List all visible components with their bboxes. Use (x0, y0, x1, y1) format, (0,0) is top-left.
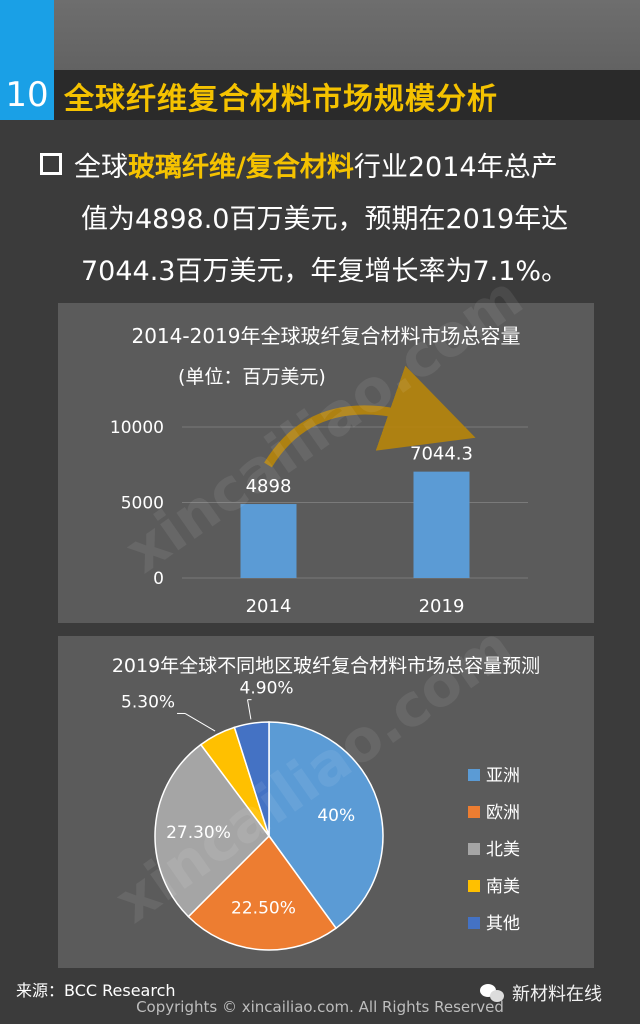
bar-category-label: 2014 (246, 596, 292, 617)
bar-data-label: 4898 (246, 476, 292, 497)
intro-line-3: 7044.3百万美元，年复增长率为7.1%。 (81, 256, 569, 287)
copyright-text: Copyrights © xincailiao.com. All Rights … (136, 998, 504, 1016)
intro-line-2: 值为4898.0百万美元，预期在2019年达 (81, 204, 569, 235)
pie-data-label: 40% (317, 806, 355, 826)
legend-swatch (468, 769, 480, 781)
intro-suffix: 行业2014年总产 (353, 152, 558, 183)
legend-label: 其他 (486, 914, 520, 934)
pie-data-label: 27.30% (166, 823, 231, 843)
wechat-icon (480, 982, 506, 1004)
bar-category-label: 2019 (419, 596, 465, 617)
bar-y-tick-label: 10000 (110, 418, 164, 438)
bar-2019 (413, 471, 470, 578)
pie-chart-panel: 2019年全球不同地区玻纤复合材料市场总容量预测 40% 22.50% 27.30%… (58, 636, 594, 968)
legend-label: 亚洲 (486, 766, 520, 786)
pie-chart: 2019年全球不同地区玻纤复合材料市场总容量预测 40% 22.50% 27.30%… (112, 655, 540, 951)
bar-2014 (240, 504, 297, 578)
bar-chart-subtitle: (单位：百万美元) (178, 366, 326, 388)
intro-highlight: 玻璃纤维/复合材料 (128, 152, 354, 183)
pie-leader-line (184, 713, 216, 732)
pie-slice-其他 (233, 721, 270, 837)
intro-text: 全球玻璃纤维/复合材料行业2014年总产 值为4898.0百万美元，预期在201… (40, 142, 620, 298)
page-title: 全球纤维复合材料市场规模分析 (64, 82, 498, 117)
legend-label: 欧洲 (486, 803, 520, 823)
bar-chart: 2014-2019年全球玻纤复合材料市场总容量 (单位：百万美元) 0 5000 1… (110, 324, 528, 617)
legend-swatch (468, 880, 480, 892)
section-number: 10 (0, 70, 54, 120)
bar-chart-title: 2014-2019年全球玻纤复合材料市场总容量 (131, 324, 520, 348)
legend-label: 南美 (486, 877, 520, 897)
pie-data-label: 5.30% (121, 692, 175, 712)
pie-data-label: 22.50% (231, 898, 296, 918)
legend-swatch (468, 843, 480, 855)
title-strip (54, 70, 640, 120)
bar-y-tick-label: 5000 (121, 494, 164, 514)
pie-data-label: 4.90% (240, 679, 294, 699)
pie-slice-欧洲 (187, 834, 338, 951)
legend-swatch (468, 917, 480, 929)
pie-chart-title: 2019年全球不同地区玻纤复合材料市场总容量预测 (112, 655, 540, 677)
pie-slice-北美 (154, 743, 270, 918)
bar-y-tick-label: 0 (153, 569, 164, 589)
brand-name: 新材料在线 (512, 984, 602, 1005)
pie-leader-line (247, 699, 252, 720)
legend-label: 北美 (486, 840, 520, 860)
brand-mark: 新材料在线 (480, 980, 602, 1006)
bullet-square-icon (40, 153, 62, 175)
bar-data-label: 7044.3 (410, 444, 473, 465)
bar-chart-panel: 2014-2019年全球玻纤复合材料市场总容量 (单位：百万美元) 0 5000 1… (58, 303, 594, 623)
intro-prefix: 全球 (74, 152, 128, 183)
pie-slice-亚洲 (268, 721, 384, 930)
source-note: 来源：BCC Research (16, 981, 176, 1000)
legend-swatch (468, 806, 480, 818)
growth-arrow-icon (264, 365, 476, 468)
